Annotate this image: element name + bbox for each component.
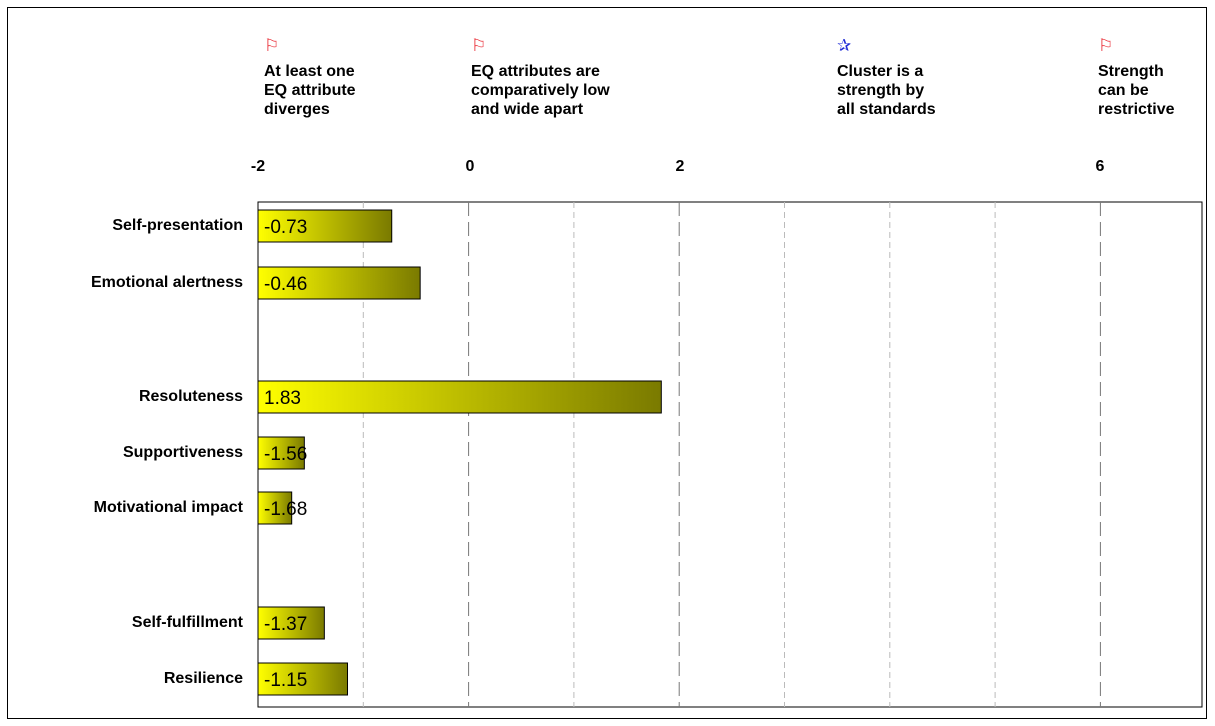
- bar: [257, 436, 305, 470]
- category-label: Self-fulfillment: [131, 614, 243, 631]
- category-label: Emotional alertness: [90, 274, 243, 291]
- bar-value-label: -1.15: [264, 670, 307, 691]
- category-label: Motivational impact: [93, 499, 243, 516]
- bar-value-label: -0.46: [264, 274, 307, 295]
- bar: [257, 662, 349, 696]
- tick-label: 0: [465, 158, 475, 175]
- category-label: Self-presentation: [112, 217, 243, 234]
- header-text-4: Strength can be restrictive: [1098, 63, 1175, 118]
- tick-label: 2: [675, 158, 685, 175]
- header-text-2: EQ attributes are comparatively low and …: [471, 63, 610, 118]
- bar: [257, 266, 421, 300]
- category-label: Resilience: [163, 670, 243, 687]
- flag-icon: ⚐: [264, 36, 280, 55]
- tick-label: 6: [1095, 158, 1105, 175]
- header-text-1: At least one EQ attribute diverges: [264, 63, 356, 118]
- bar-value-label: -1.68: [264, 499, 307, 520]
- category-label: Resoluteness: [138, 388, 243, 405]
- flag-icon: ⚐: [471, 36, 487, 55]
- category-label: Supportiveness: [122, 444, 243, 461]
- bar: [257, 209, 393, 243]
- flag-icon: ⚐: [1098, 36, 1114, 55]
- bar-value-label: -1.56: [264, 444, 307, 465]
- header-text-3: Cluster is a strength by all standards: [837, 63, 936, 118]
- bar: [257, 491, 293, 525]
- bars: -0.73 -0.46 1.83 -1.56 -1.68 -1.37 -1.15: [257, 209, 662, 696]
- bar-value-label: 1.83: [264, 388, 301, 409]
- bar-value-label: -0.73: [264, 217, 307, 238]
- star-icon: ✰: [837, 36, 852, 55]
- tick-label: -2: [250, 158, 266, 175]
- bar: [257, 380, 662, 414]
- bar-value-label: -1.37: [264, 614, 307, 635]
- bar: [257, 606, 325, 640]
